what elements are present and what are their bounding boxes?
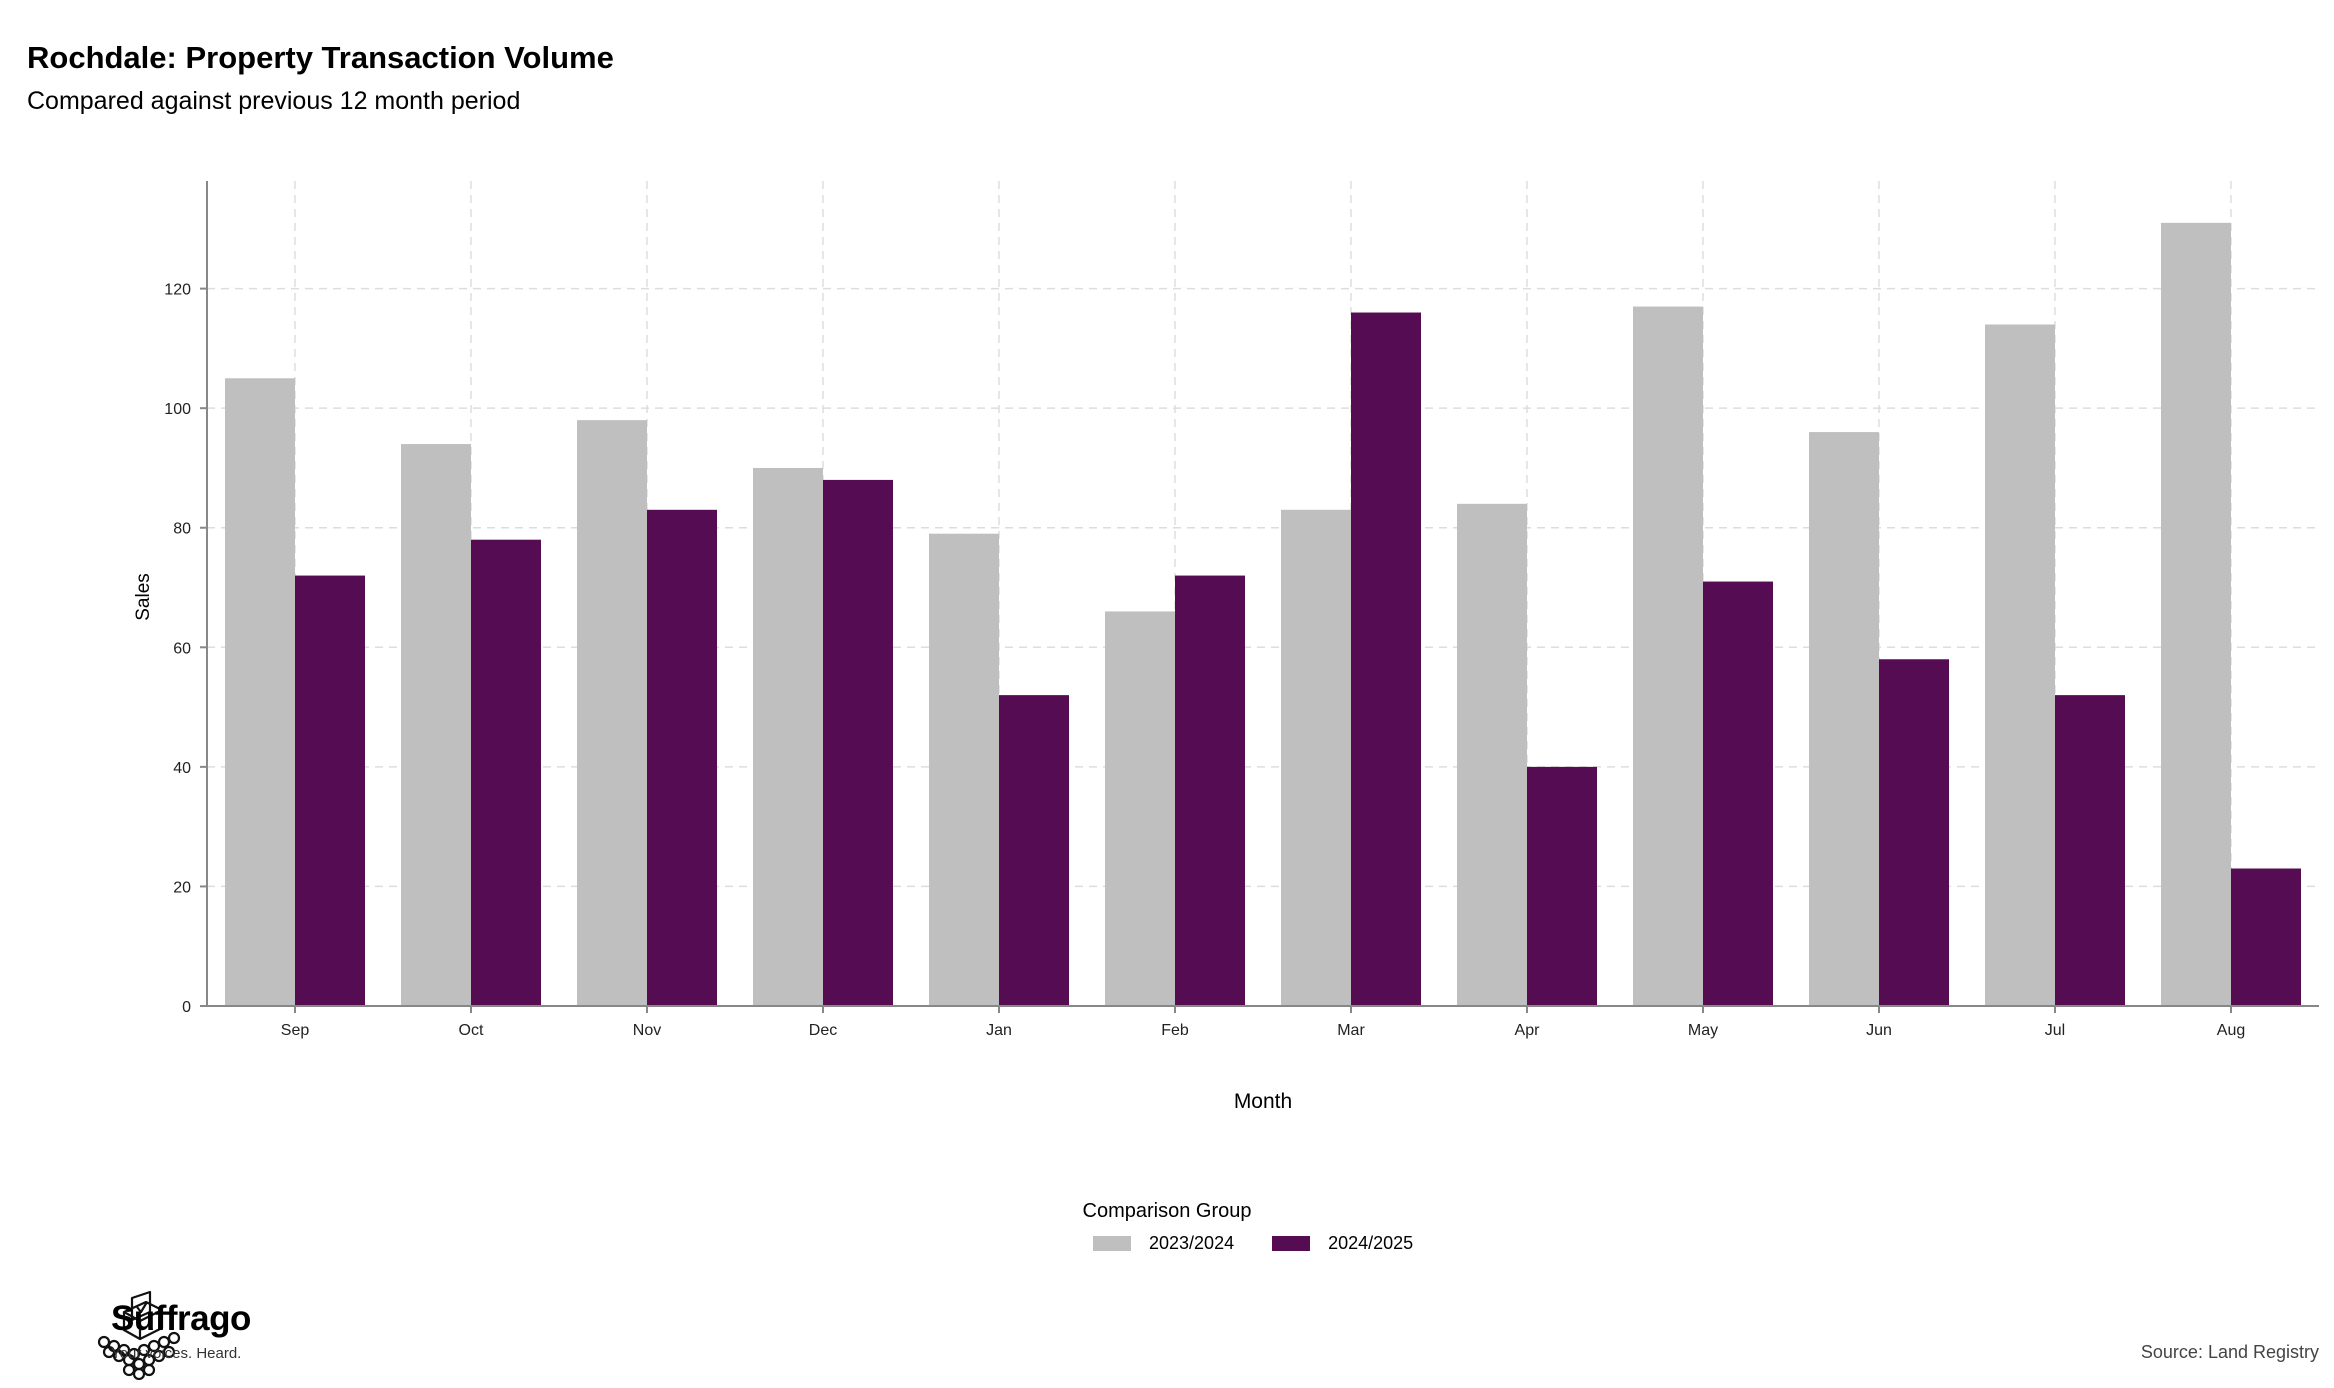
bar-2023-2024-nov	[577, 420, 647, 1006]
legend: 2023/2024 2024/2025	[1093, 1233, 1451, 1254]
y-tick-label: 40	[173, 760, 191, 777]
source-note: Source: Land Registry	[2140, 1342, 2319, 1362]
bar-2023-2024-oct	[401, 444, 471, 1007]
legend-label-2023-2024: 2023/2024	[1149, 1233, 1235, 1253]
bar-2023-2024-aug	[2161, 222, 2231, 1006]
bar-2023-2024-jan	[929, 533, 999, 1006]
legend-title: Comparison Group	[1082, 1200, 1252, 1222]
bar-2024-2025-oct	[471, 539, 541, 1006]
y-tick-label: 80	[173, 521, 191, 538]
x-tick-label: Jan	[986, 1022, 1012, 1039]
bar-2024-2025-aug	[2231, 868, 2301, 1006]
x-tick-label: May	[1688, 1022, 1718, 1039]
axes	[200, 181, 2319, 1013]
y-tick-label: 20	[173, 879, 191, 896]
bar-2023-2024-apr	[1457, 503, 1527, 1006]
brand-name: Suffrago	[111, 1299, 251, 1338]
x-tick-label: Dec	[809, 1022, 837, 1039]
brand-tagline: Your voices. Heard.	[111, 1345, 242, 1362]
bar-2024-2025-sep	[295, 575, 365, 1006]
legend-item-2023-2024: 2023/2024	[1093, 1233, 1234, 1254]
x-tick-label: Nov	[633, 1022, 661, 1039]
bar-2023-2024-jul	[1985, 324, 2055, 1006]
bar-2023-2024-sep	[225, 378, 295, 1007]
y-tick-label: 60	[173, 640, 191, 657]
chart-subtitle: Compared against previous 12 month perio…	[27, 87, 521, 115]
tick-labels: 0 20 40 60 80 100 120 Sep Oct Nov Dec Jan Feb Mar Apr M…	[164, 282, 2245, 1039]
bar-2023-2024-dec	[753, 467, 823, 1006]
x-tick-label: Aug	[2217, 1022, 2245, 1039]
y-axis-label: Sales	[133, 573, 154, 621]
bar-2024-2025-mar	[1351, 312, 1421, 1006]
legend-item-2024-2025: 2024/2025	[1272, 1233, 1413, 1254]
x-tick-label: Mar	[1337, 1022, 1365, 1039]
bar-2024-2025-jul	[2055, 695, 2125, 1006]
legend-swatch-2023-2024	[1093, 1236, 1131, 1251]
bar-2023-2024-jun	[1809, 432, 1879, 1007]
bar-2023-2024-feb	[1105, 611, 1175, 1006]
legend-swatch-2024-2025	[1272, 1236, 1311, 1251]
bars	[225, 222, 2301, 1007]
bar-2024-2025-jan	[999, 695, 1069, 1006]
x-tick-label: Jul	[2045, 1022, 2065, 1039]
bar-chart: 0 20 40 60 80 100 120 Sep Oct Nov Dec Jan Feb Mar Apr M…	[133, 181, 2319, 1113]
x-tick-label: Jun	[1866, 1022, 1892, 1039]
y-tick-label: 0	[182, 999, 191, 1016]
x-axis-label: Month	[1234, 1090, 1292, 1113]
x-tick-label: Oct	[459, 1022, 484, 1039]
ballot-box-icon	[97, 1290, 181, 1380]
bar-2024-2025-dec	[823, 479, 893, 1006]
x-tick-label: Feb	[1161, 1022, 1189, 1039]
bar-2023-2024-may	[1633, 306, 1703, 1007]
x-tick-label: Sep	[281, 1022, 310, 1039]
y-tick-label: 100	[164, 401, 191, 418]
bar-2024-2025-feb	[1175, 575, 1245, 1006]
y-tick-label: 120	[164, 282, 191, 299]
bar-2024-2025-nov	[647, 509, 717, 1006]
x-tick-label: Apr	[1515, 1022, 1541, 1039]
bar-2024-2025-may	[1703, 581, 1773, 1006]
bar-2024-2025-apr	[1527, 766, 1597, 1006]
chart-title: Rochdale: Property Transaction Volume	[27, 40, 614, 75]
legend-label-2024-2025: 2024/2025	[1328, 1233, 1414, 1253]
bar-2024-2025-jun	[1879, 659, 1949, 1006]
bar-2023-2024-mar	[1281, 509, 1351, 1006]
